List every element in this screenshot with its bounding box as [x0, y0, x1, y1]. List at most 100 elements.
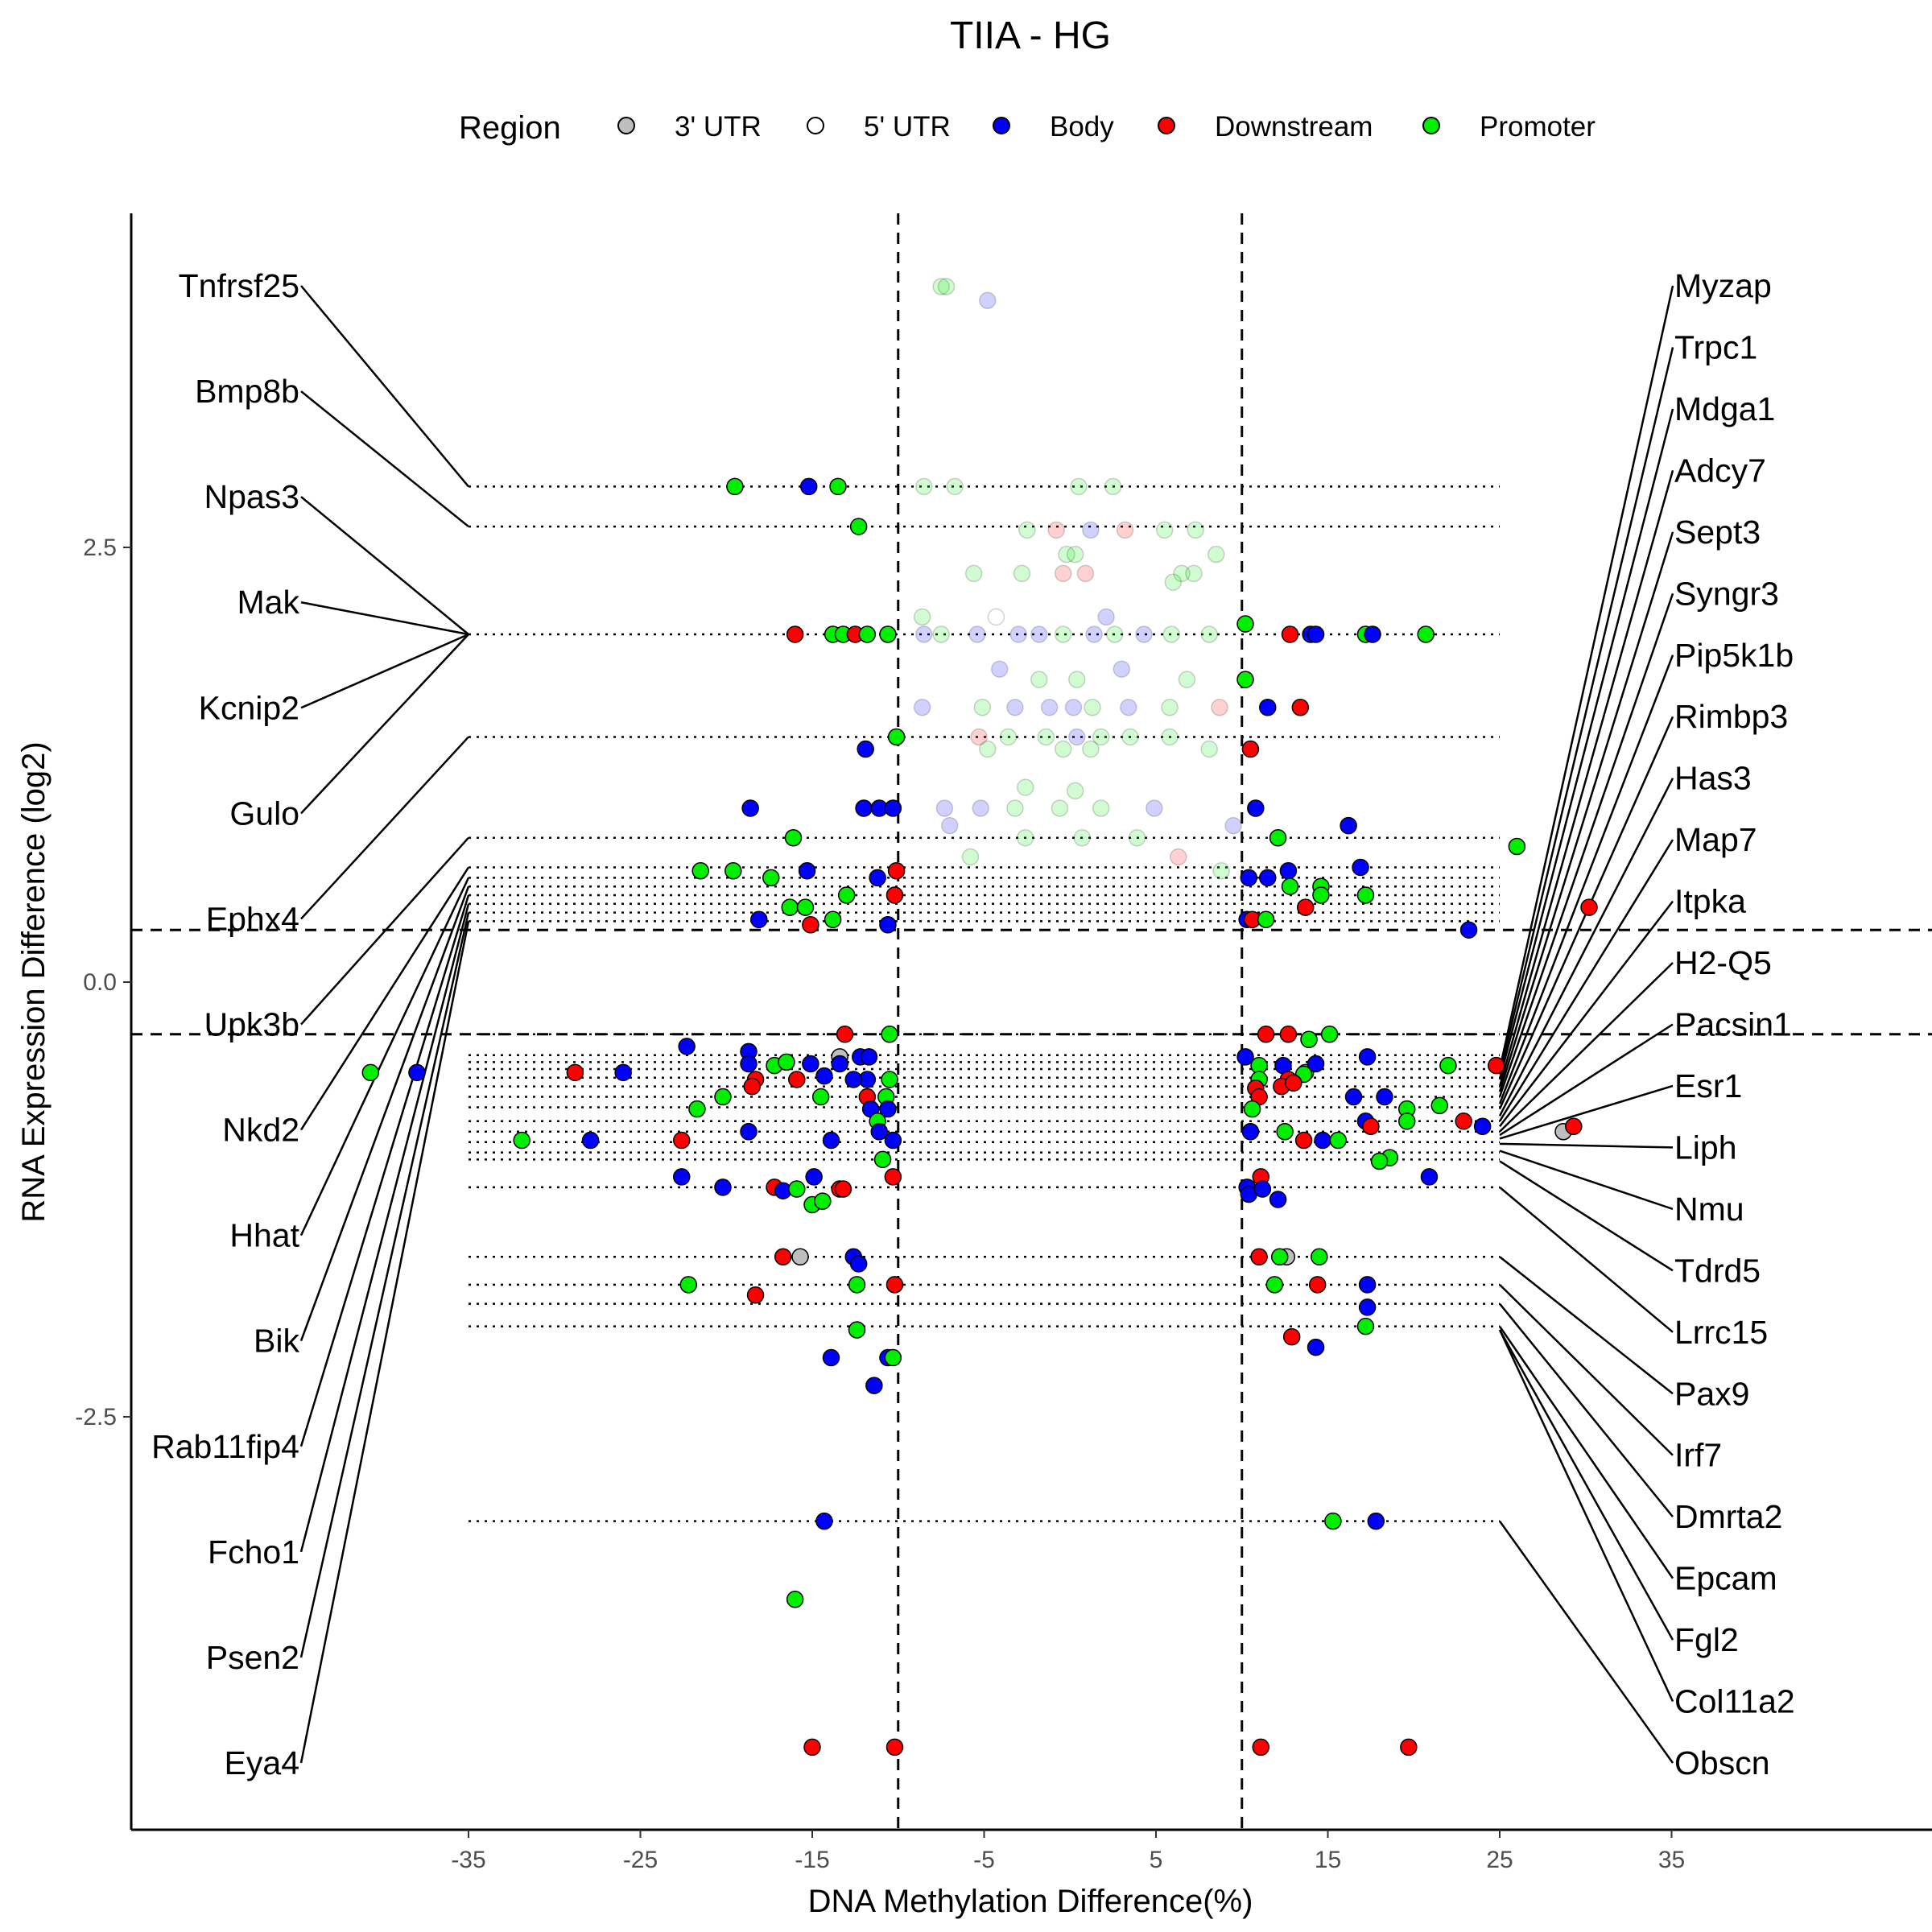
data-point-48: [781, 898, 799, 916]
chart-title: TIIA - HG: [950, 14, 1111, 57]
left-gene-label-6: Ephx4: [206, 900, 299, 937]
right-gene-connector-1: [1498, 347, 1674, 1075]
axis-ticks: -35 -25 -15 -5 5 15 25 35 -2.5 0.0 2.5: [75, 535, 1685, 1873]
data-point-120: [1565, 1117, 1583, 1136]
data-point-116: [1397, 1113, 1416, 1130]
faded-point-64: [935, 799, 954, 817]
faded-point-14: [1066, 545, 1084, 564]
faded-point-66: [1006, 799, 1024, 817]
right-gene-connectors: [1498, 285, 1674, 1764]
data-point-57: [1257, 910, 1275, 928]
data-point-155: [791, 1248, 809, 1266]
faded-points: [913, 278, 1242, 880]
faded-point-4: [946, 477, 964, 496]
data-point-131: [1294, 1131, 1313, 1150]
left-gene-connector-13: [299, 912, 470, 1658]
x-axis-title: DNA Methylation Difference(%): [808, 1884, 1253, 1919]
faded-point-32: [1085, 625, 1103, 643]
data-point-113: [1430, 1096, 1449, 1115]
data-point-80: [802, 1055, 819, 1073]
left-gene-connector-2: [300, 496, 469, 635]
faded-point-72: [1073, 828, 1091, 847]
faded-point-40: [1113, 660, 1131, 678]
data-point-23: [741, 799, 759, 817]
faded-point-44: [1006, 698, 1024, 716]
faded-point-5: [1070, 477, 1088, 496]
data-point-96: [788, 1071, 806, 1088]
data-point-133: [1329, 1131, 1348, 1150]
legend-key-0: [617, 117, 635, 134]
data-point-49: [796, 898, 815, 916]
left-gene-connector-10: [299, 886, 470, 1342]
faded-point-9: [1082, 521, 1100, 539]
data-point-71: [1236, 1048, 1254, 1066]
data-point-173: [822, 1348, 840, 1367]
left-gene-connector-9: [299, 877, 470, 1236]
data-point-4: [786, 625, 804, 643]
left-gene-label-1: Bmp8b: [195, 373, 299, 410]
faded-point-35: [1162, 625, 1180, 643]
left-gene-connector-3: [300, 601, 469, 636]
data-point-0: [726, 477, 744, 496]
right-gene-connector-13: [1499, 1084, 1674, 1140]
data-point-19: [1291, 698, 1310, 716]
data-point-149: [1253, 1180, 1272, 1198]
faded-point-16: [964, 564, 983, 583]
right-gene-connector-6: [1498, 654, 1674, 1104]
data-point-39: [1259, 869, 1277, 887]
data-point-26: [884, 799, 902, 817]
data-point-170: [848, 1321, 866, 1339]
x-tick-label-6: 25: [1486, 1847, 1513, 1873]
y-axis-title: RNA Expression Difference (log2): [16, 741, 52, 1222]
right-gene-label-5: Syngr3: [1674, 575, 1779, 612]
faded-point-36: [1200, 625, 1218, 643]
faded-point-37: [990, 660, 1009, 678]
right-gene-label-17: Lrrc15: [1674, 1314, 1768, 1351]
left-gene-label-12: Fcho1: [208, 1534, 299, 1571]
data-point-137: [672, 1168, 691, 1186]
right-gene-label-0: Myzap: [1674, 267, 1772, 304]
data-point-178: [815, 1512, 833, 1530]
legend-label-2: Body: [1050, 111, 1114, 142]
faded-point-73: [1016, 828, 1034, 847]
data-point-46: [1312, 886, 1330, 904]
left-gene-connector-11: [299, 894, 470, 1447]
faded-point-15: [1207, 545, 1225, 564]
data-point-54: [879, 915, 897, 934]
left-gene-connector-1: [300, 390, 469, 528]
faded-point-8: [1047, 521, 1065, 539]
data-point-176: [1307, 1338, 1325, 1356]
data-point-134: [873, 1150, 892, 1169]
data-point-15: [1364, 625, 1381, 643]
data-point-35: [887, 862, 906, 880]
right-gene-label-4: Sept3: [1674, 514, 1761, 551]
data-point-107: [1376, 1088, 1393, 1106]
data-point-44: [837, 886, 856, 904]
left-gene-label-2: Npas3: [204, 478, 299, 515]
right-gene-label-23: Col11a2: [1674, 1683, 1795, 1720]
data-point-151: [1420, 1168, 1439, 1186]
data-point-141: [788, 1180, 806, 1198]
data-point-70: [860, 1048, 878, 1066]
faded-point-28: [968, 625, 986, 643]
left-gene-connectors: [299, 285, 470, 1764]
data-point-40: [1279, 862, 1298, 880]
faded-point-34: [1135, 625, 1153, 643]
right-gene-connector-9: [1498, 839, 1674, 1122]
left-gene-connector-14: [299, 921, 470, 1764]
faded-point-26: [915, 625, 933, 643]
right-gene-connector-18: [1499, 1256, 1674, 1395]
data-point-45: [886, 886, 904, 904]
right-gene-label-12: Pacsin1: [1674, 1006, 1792, 1043]
data-point-172: [1356, 1317, 1375, 1335]
data-point-164: [886, 1276, 904, 1294]
faded-point-3: [915, 477, 933, 496]
data-point-183: [886, 1738, 904, 1757]
data-point-11: [1281, 625, 1299, 643]
y-tick-label-2: 2.5: [83, 535, 117, 561]
faded-point-68: [1092, 799, 1110, 817]
data-point-136: [1370, 1152, 1389, 1170]
data-point-2: [829, 477, 847, 496]
